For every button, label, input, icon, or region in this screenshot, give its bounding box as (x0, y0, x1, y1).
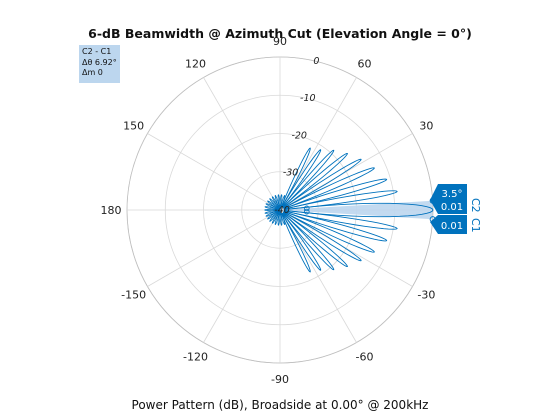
side-lobe-10 (283, 167, 375, 210)
measurement-delta-magnitude: Δm 0 (82, 68, 103, 77)
cursor-box-C1 (430, 215, 467, 234)
angle-tick-11: 120 (185, 58, 206, 71)
angle-tick-2: 30 (419, 120, 433, 133)
back-lobe-228 (269, 209, 281, 222)
radial-tick-labels: 0 -10 -20 -30 -40 (274, 56, 319, 216)
side-lobe-3 (282, 211, 348, 268)
back-lobe-204 (265, 209, 281, 217)
angular-grid-line-210 (147, 209, 281, 287)
side-lobe-0 (281, 213, 311, 273)
side-lobe-11 (282, 158, 362, 209)
back-lobe-180 (264, 208, 281, 212)
side-lobe-8 (283, 190, 398, 211)
beamwidth-shade (280, 200, 433, 220)
angular-grid-line-30 (279, 133, 413, 211)
angular-grid-line-120 (203, 77, 281, 211)
angle-tick-9: 180 (101, 204, 122, 217)
side-lobe-9 (283, 178, 388, 210)
angle-tick-7: -120 (183, 350, 208, 363)
back-lobe-240 (271, 209, 281, 224)
side-lobe-1 (281, 212, 322, 271)
cursor-origin-marker-C2 (303, 205, 310, 212)
side-lobe-5 (283, 210, 375, 253)
back-lobe-252 (274, 209, 281, 225)
angle-tick-4: -30 (417, 289, 435, 302)
angle-tick-8: -150 (121, 289, 146, 302)
cursor-magnitude-C2: 0.01 (441, 202, 463, 213)
back-lobe-120 (271, 196, 281, 211)
angle-tick-1: 60 (358, 58, 372, 71)
radial-tick-1: -10 (300, 93, 316, 104)
side-lobe-14 (281, 149, 322, 208)
angle-tick-0: 90 (273, 35, 287, 48)
back-lobe-192 (264, 209, 281, 214)
angle-tick-10: 150 (123, 120, 144, 133)
angular-grid-line-240 (203, 209, 281, 343)
angle-tick-5: -60 (356, 350, 374, 363)
cursor-magnitude-C1: 0.01 (441, 221, 463, 232)
side-lobe-15 (281, 147, 311, 207)
back-lobe-144 (267, 200, 281, 211)
back-lobe-288 (279, 209, 286, 225)
radial-tick-3: -30 (283, 168, 299, 179)
side-lobe-2 (282, 212, 335, 271)
angular-grid-line-60 (279, 77, 357, 211)
angle-tick-6: -90 (271, 373, 289, 386)
side-lobe-13 (282, 149, 335, 208)
back-lobe-264 (277, 209, 281, 226)
angular-grid-line-150 (147, 133, 281, 211)
back-lobe-156 (265, 203, 281, 211)
cursor-box-C2 (430, 184, 467, 214)
angular-grid-line-330 (279, 209, 413, 287)
radial-tick-4: -40 (274, 205, 290, 216)
side-lobe-4 (282, 211, 362, 262)
cursor-name-C1: C1 (469, 218, 482, 233)
measurement-delta-angle: Δθ 6.92° (82, 57, 117, 67)
chart-title: 6-dB Beamwidth @ Azimuth Cut (Elevation … (88, 26, 472, 41)
back-lobe-276 (279, 209, 283, 226)
back-lobe-216 (267, 209, 281, 220)
angle-tick-labels: 90 60 30 0 -30 -60 -90 -120 -150 180 150 120 (101, 35, 453, 386)
chart-footer: Power Pattern (dB), Broadside at 0.00° @… (131, 398, 429, 412)
angular-grid-line-300 (279, 209, 357, 343)
cursor-angle-C2: 3.5° (442, 189, 463, 200)
cursor-markers: 3.5° 0.01 0.01 C2 C1 (303, 184, 482, 234)
back-lobe-108 (274, 195, 281, 211)
radial-tick-2: -20 (291, 130, 307, 141)
back-lobe-168 (264, 206, 281, 211)
radial-tick-0: 0 (313, 56, 319, 67)
beamwidth-region (280, 200, 433, 220)
back-lobe-132 (269, 198, 281, 211)
cursor-measurement-box: C2 - C1 Δθ 6.92° Δm 0 (79, 45, 120, 83)
back-lobe-96 (277, 194, 281, 211)
side-lobe-6 (283, 210, 388, 242)
side-lobe-12 (282, 152, 348, 209)
back-lobe-72 (279, 195, 286, 211)
measurement-title: C2 - C1 (82, 47, 112, 56)
main-lobe (283, 202, 434, 218)
cursor-origin-marker-C1 (303, 208, 310, 215)
back-lobe-84 (279, 194, 283, 211)
side-lobe-7 (283, 209, 398, 230)
cursor-name-C2: C2 (469, 198, 482, 213)
pattern-series (264, 147, 434, 273)
